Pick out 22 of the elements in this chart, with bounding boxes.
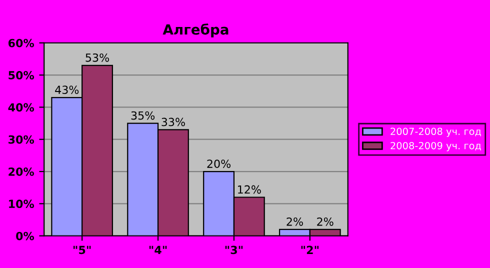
- y-tick-label: 10%: [9, 200, 34, 208]
- x-tick-label: "4": [149, 246, 167, 254]
- data-label: 2%: [286, 217, 303, 226]
- data-label: 35%: [131, 111, 155, 120]
- x-tick-label: "3": [225, 246, 243, 254]
- data-label: 33%: [162, 118, 185, 126]
- x-tick-label: "5": [73, 246, 91, 254]
- y-tick-label: 60%: [8, 38, 34, 48]
- x-tick-label: "2": [301, 246, 319, 254]
- data-label: 2%: [317, 217, 334, 226]
- data-label: 43%: [55, 86, 79, 94]
- y-tick-label: 0%: [16, 232, 34, 240]
- y-tick-label: 30%: [8, 135, 34, 144]
- legend-label: 2008-2009 уч. год: [390, 142, 481, 152]
- data-label: 20%: [207, 160, 231, 168]
- y-tick-label: 50%: [8, 71, 34, 80]
- data-label: 12%: [238, 185, 261, 194]
- data-label: 53%: [86, 53, 109, 62]
- chart-title: Алгебра: [162, 24, 228, 38]
- y-tick-label: 20%: [8, 167, 34, 176]
- legend-label: 2007-2008 уч. год: [390, 128, 481, 137]
- y-tick-label: 40%: [8, 103, 34, 112]
